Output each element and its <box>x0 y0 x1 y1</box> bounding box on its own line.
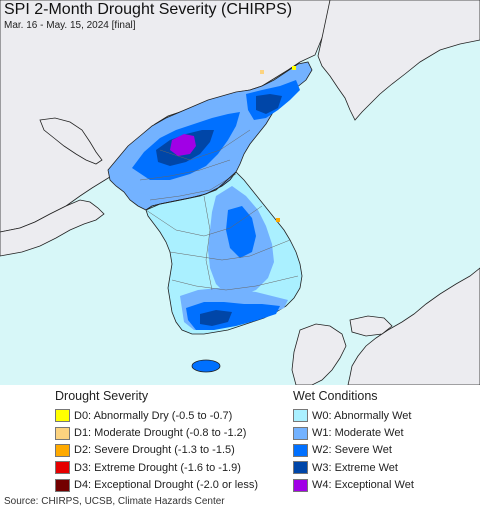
w3-northeast <box>256 94 282 114</box>
legend-item-d1: D1: Moderate Drought (-0.8 to -1.2) <box>55 424 258 441</box>
legend-item-w1: W1: Moderate Wet <box>293 424 414 441</box>
legend-label-w1: W1: Moderate Wet <box>312 427 404 440</box>
legend-label-w2: W2: Severe Wet <box>312 444 392 457</box>
legend-item-w2: W2: Severe Wet <box>293 442 414 459</box>
legend-item-d2: D2: Severe Drought (-1.3 to -1.5) <box>55 442 258 459</box>
wet-legend-list: W0: Abnormally Wet W1: Moderate Wet W2: … <box>293 407 414 494</box>
swatch-d4 <box>55 478 70 492</box>
map-subtitle: Mar. 16 - May. 15, 2024 [final] <box>4 20 136 31</box>
legend-label-d3: D3: Extreme Drought (-1.6 to -1.9) <box>74 461 241 474</box>
wet-legend-heading: Wet Conditions <box>293 389 378 403</box>
legend-label-d2: D2: Severe Drought (-1.3 to -1.5) <box>74 444 235 457</box>
legend-item-d3: D3: Extreme Drought (-1.6 to -1.9) <box>55 459 258 476</box>
swatch-w4 <box>293 478 308 492</box>
swatch-d2 <box>55 443 70 457</box>
drought-legend-list: D0: Abnormally Dry (-0.5 to -0.7) D1: Mo… <box>55 407 258 494</box>
swatch-d1 <box>55 426 70 440</box>
liaodong-peninsula <box>39 117 103 165</box>
legend-label-w0: W0: Abnormally Wet <box>312 409 412 422</box>
legend-item-w4: W4: Exceptional Wet <box>293 477 414 494</box>
map-title: SPI 2-Month Drought Severity (CHIRPS) <box>4 1 293 18</box>
dmz-border <box>145 171 237 211</box>
province-boundaries <box>139 129 299 291</box>
drought-map: SPI 2-Month Drought Severity (CHIRPS) Ma… <box>0 0 480 385</box>
swatch-w3 <box>293 461 308 475</box>
legend-item-w3: W3: Extreme Wet <box>293 459 414 476</box>
map-canvas <box>0 0 480 385</box>
w2-south-korea-central <box>226 206 256 258</box>
swatch-w2 <box>293 443 308 457</box>
shandong-peninsula <box>0 199 105 257</box>
w3-south-coast <box>200 310 232 326</box>
dry-spot-far-northeast <box>260 70 264 74</box>
drought-legend-heading: Drought Severity <box>55 389 149 403</box>
legend: Drought Severity Wet Conditions D0: Abno… <box>0 385 480 493</box>
russia-east-land <box>317 0 480 121</box>
japan-shikoku <box>349 315 393 337</box>
legend-label-w4: W4: Exceptional Wet <box>312 479 414 492</box>
jeju-island <box>191 359 221 373</box>
legend-item-d4: D4: Exceptional Drought (-2.0 or less) <box>55 477 258 494</box>
dry-spot-northeast <box>292 66 296 70</box>
w4-north-korea-core <box>170 134 196 156</box>
japan-kyushu <box>291 323 347 385</box>
swatch-d3 <box>55 461 70 475</box>
legend-label-d4: D4: Exceptional Drought (-2.0 or less) <box>74 479 259 492</box>
legend-item-w0: W0: Abnormally Wet <box>293 407 414 424</box>
legend-label-w3: W3: Extreme Wet <box>312 461 398 474</box>
legend-label-d0: D0: Abnormally Dry (-0.5 to -0.7) <box>74 409 233 422</box>
swatch-d0 <box>55 409 70 423</box>
dry-spot-east-coast <box>276 218 280 222</box>
legend-label-d1: D1: Moderate Drought (-0.8 to -1.2) <box>74 427 247 440</box>
source-credit: Source: CHIRPS, UCSB, Climate Hazards Ce… <box>4 496 225 507</box>
swatch-w0 <box>293 409 308 423</box>
legend-item-d0: D0: Abnormally Dry (-0.5 to -0.7) <box>55 407 258 424</box>
swatch-w1 <box>293 426 308 440</box>
